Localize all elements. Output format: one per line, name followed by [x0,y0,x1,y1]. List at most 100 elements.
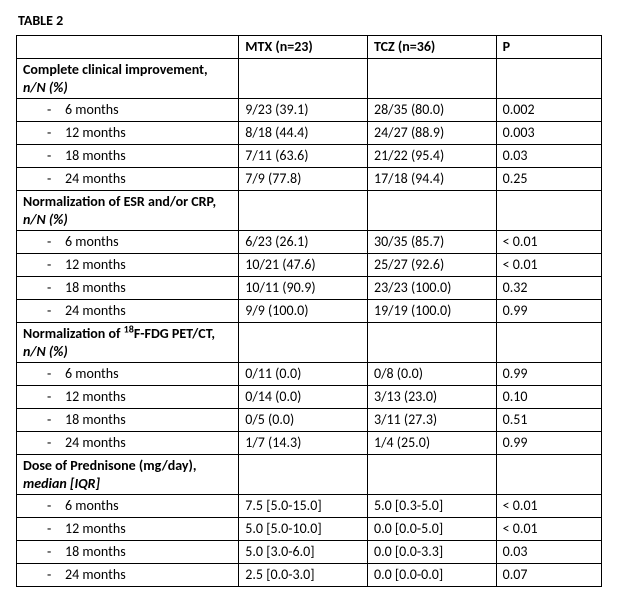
table-row: 24 months1/7 (14.3)1/4 (25.0)0.99 [17,432,602,455]
p-cell: < 0.01 [496,518,601,541]
section-row: Normalization of 18F-FDG PET/CT, n/N (%) [17,323,602,363]
mtx-cell: 0/11 (0.0) [239,363,368,386]
table-row: 12 months5.0 [5.0-10.0]0.0 [0.0-5.0]< 0.… [17,518,602,541]
section-row: Dose of Prednisone (mg/day), median [IQR… [17,455,602,495]
table-row: 18 months7/11 (63.6)21/22 (95.4)0.03 [17,145,602,168]
col-mtx: MTX (n=23) [239,36,368,59]
p-cell: 0.99 [496,363,601,386]
tcz-cell: 3/13 (23.0) [367,386,496,409]
mtx-cell: 5.0 [5.0-10.0] [239,518,368,541]
empty-cell [367,455,496,495]
table-row: 12 months0/14 (0.0)3/13 (23.0)0.10 [17,386,602,409]
timepoint-cell: 6 months [17,495,239,518]
table-row: 18 months5.0 [3.0-6.0]0.0 [0.0-3.3]0.03 [17,541,602,564]
col-tcz: TCZ (n=36) [367,36,496,59]
tcz-cell: 28/35 (80.0) [367,99,496,122]
timepoint-cell: 6 months [17,231,239,254]
timepoint-cell: 6 months [17,99,239,122]
tcz-cell: 0.0 [0.0-5.0] [367,518,496,541]
tcz-cell: 19/19 (100.0) [367,300,496,323]
mtx-cell: 9/9 (100.0) [239,300,368,323]
empty-cell [496,191,601,231]
p-cell: 0.03 [496,541,601,564]
section-label: Complete clinical improvement, n/N (%) [17,59,239,99]
p-cell: 0.07 [496,564,601,587]
tcz-cell: 5.0 [0.3-5.0] [367,495,496,518]
empty-cell [239,191,368,231]
p-cell: 0.10 [496,386,601,409]
timepoint-cell: 12 months [17,518,239,541]
p-cell: 0.51 [496,409,601,432]
mtx-cell: 7.5 [5.0-15.0] [239,495,368,518]
timepoint-cell: 18 months [17,145,239,168]
table-row: 24 months9/9 (100.0)19/19 (100.0)0.99 [17,300,602,323]
tcz-cell: 24/27 (88.9) [367,122,496,145]
mtx-cell: 8/18 (44.4) [239,122,368,145]
empty-cell [239,455,368,495]
tcz-cell: 23/23 (100.0) [367,277,496,300]
table-caption: TABLE 2 [18,12,602,29]
table-row: 12 months10/21 (47.6)25/27 (92.6)< 0.01 [17,254,602,277]
timepoint-cell: 24 months [17,168,239,191]
mtx-cell: 0/14 (0.0) [239,386,368,409]
empty-cell [367,323,496,363]
mtx-cell: 6/23 (26.1) [239,231,368,254]
header-row: MTX (n=23) TCZ (n=36) P [17,36,602,59]
mtx-cell: 10/21 (47.6) [239,254,368,277]
tcz-cell: 0/8 (0.0) [367,363,496,386]
table-row: 6 months7.5 [5.0-15.0]5.0 [0.3-5.0]< 0.0… [17,495,602,518]
table-row: 24 months2.5 [0.0-3.0]0.0 [0.0-0.0]0.07 [17,564,602,587]
p-cell: < 0.01 [496,495,601,518]
timepoint-cell: 6 months [17,363,239,386]
mtx-cell: 7/11 (63.6) [239,145,368,168]
timepoint-cell: 24 months [17,300,239,323]
mtx-cell: 0/5 (0.0) [239,409,368,432]
empty-cell [239,323,368,363]
p-cell: < 0.01 [496,254,601,277]
mtx-cell: 5.0 [3.0-6.0] [239,541,368,564]
p-cell: 0.99 [496,300,601,323]
tcz-cell: 1/4 (25.0) [367,432,496,455]
section-row: Normalization of ESR and/or CRP, n/N (%) [17,191,602,231]
section-row: Complete clinical improvement, n/N (%) [17,59,602,99]
tcz-cell: 3/11 (27.3) [367,409,496,432]
mtx-cell: 7/9 (77.8) [239,168,368,191]
empty-cell [496,59,601,99]
timepoint-cell: 12 months [17,386,239,409]
p-cell: 0.32 [496,277,601,300]
empty-cell [496,323,601,363]
p-cell: 0.003 [496,122,601,145]
col-p: P [496,36,601,59]
p-cell: 0.99 [496,432,601,455]
mtx-cell: 2.5 [0.0-3.0] [239,564,368,587]
table-row: 24 months7/9 (77.8)17/18 (94.4)0.25 [17,168,602,191]
table-row: 6 months0/11 (0.0)0/8 (0.0)0.99 [17,363,602,386]
tcz-cell: 21/22 (95.4) [367,145,496,168]
table-row: 12 months8/18 (44.4)24/27 (88.9)0.003 [17,122,602,145]
table-row: 6 months6/23 (26.1)30/35 (85.7)< 0.01 [17,231,602,254]
section-label: Normalization of ESR and/or CRP, n/N (%) [17,191,239,231]
empty-cell [239,59,368,99]
p-cell: 0.002 [496,99,601,122]
section-label: Dose of Prednisone (mg/day), median [IQR… [17,455,239,495]
table-row: 18 months0/5 (0.0)3/11 (27.3)0.51 [17,409,602,432]
tcz-cell: 25/27 (92.6) [367,254,496,277]
timepoint-cell: 24 months [17,432,239,455]
empty-cell [496,455,601,495]
col-blank [17,36,239,59]
table-row: 6 months9/23 (39.1)28/35 (80.0)0.002 [17,99,602,122]
timepoint-cell: 12 months [17,122,239,145]
results-table: MTX (n=23) TCZ (n=36) P Complete clinica… [16,35,602,587]
timepoint-cell: 18 months [17,541,239,564]
timepoint-cell: 24 months [17,564,239,587]
timepoint-cell: 18 months [17,277,239,300]
empty-cell [367,59,496,99]
p-cell: < 0.01 [496,231,601,254]
section-label: Normalization of 18F-FDG PET/CT, n/N (%) [17,323,239,363]
table-row: 18 months10/11 (90.9)23/23 (100.0)0.32 [17,277,602,300]
tcz-cell: 30/35 (85.7) [367,231,496,254]
mtx-cell: 9/23 (39.1) [239,99,368,122]
tcz-cell: 0.0 [0.0-0.0] [367,564,496,587]
timepoint-cell: 18 months [17,409,239,432]
tcz-cell: 0.0 [0.0-3.3] [367,541,496,564]
